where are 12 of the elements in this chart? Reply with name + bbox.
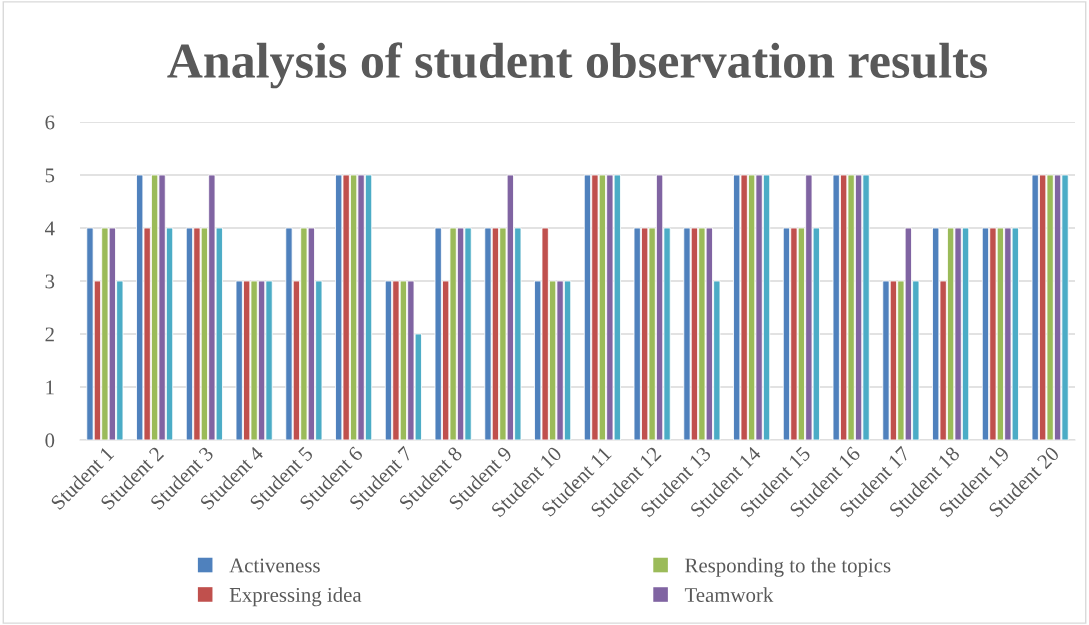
y-tick-label: 0	[45, 433, 55, 448]
y-tick-label: 5	[45, 168, 55, 183]
legend-label: Activeness	[229, 558, 320, 573]
y-tick-label: 6	[45, 115, 55, 130]
legend-label: Responding to the topics	[685, 557, 891, 577]
y-tick-label: 2	[45, 327, 54, 342]
legend-label: Expressing idea	[229, 587, 362, 607]
y-tick-label: 4	[44, 221, 55, 236]
y-tick-label: 3	[45, 274, 55, 289]
chart-title: Analysis of student observation results	[167, 42, 987, 89]
y-tick-label: 1	[46, 380, 54, 395]
legend-label: Teamwork	[684, 587, 774, 603]
